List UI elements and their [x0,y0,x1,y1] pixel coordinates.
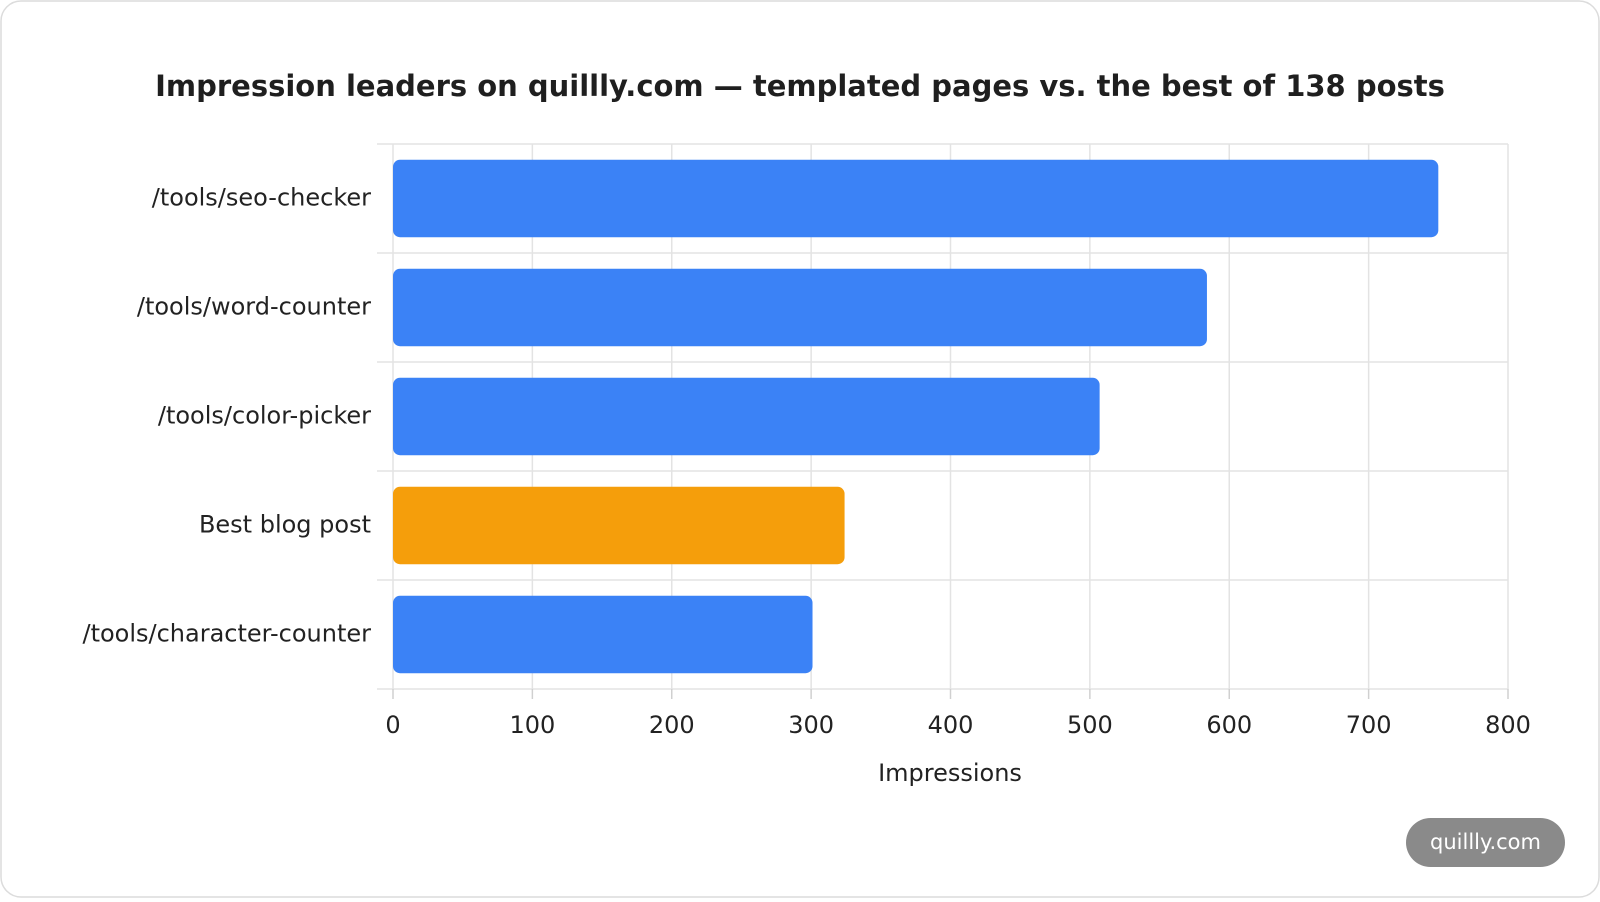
x-tick-label: 100 [509,711,555,739]
x-axis-title: Impressions [878,759,1022,787]
x-tick-label: 600 [1206,711,1252,739]
chart-title: Impression leaders on quillly.com — temp… [155,69,1445,103]
y-tick-label: /tools/word-counter [137,293,371,321]
y-tick-label: Best blog post [199,511,371,539]
x-tick-label: 800 [1485,711,1531,739]
x-tick-label: 0 [385,711,400,739]
x-tick-label: 300 [788,711,834,739]
x-tick-label: 400 [928,711,974,739]
x-tick-label: 500 [1067,711,1113,739]
bar [393,268,1207,347]
bar [393,595,813,674]
badge-bg [1406,818,1565,867]
y-tick-label: /tools/seo-checker [152,184,371,212]
x-tick-label: 200 [649,711,695,739]
y-tick-label: /tools/character-counter [82,620,371,648]
x-tick-label: 700 [1346,711,1392,739]
bar [393,486,845,565]
bar [393,159,1439,238]
badge: quillly.com [1430,830,1541,854]
y-tick-label: /tools/color-picker [158,402,371,430]
bar [393,377,1100,456]
